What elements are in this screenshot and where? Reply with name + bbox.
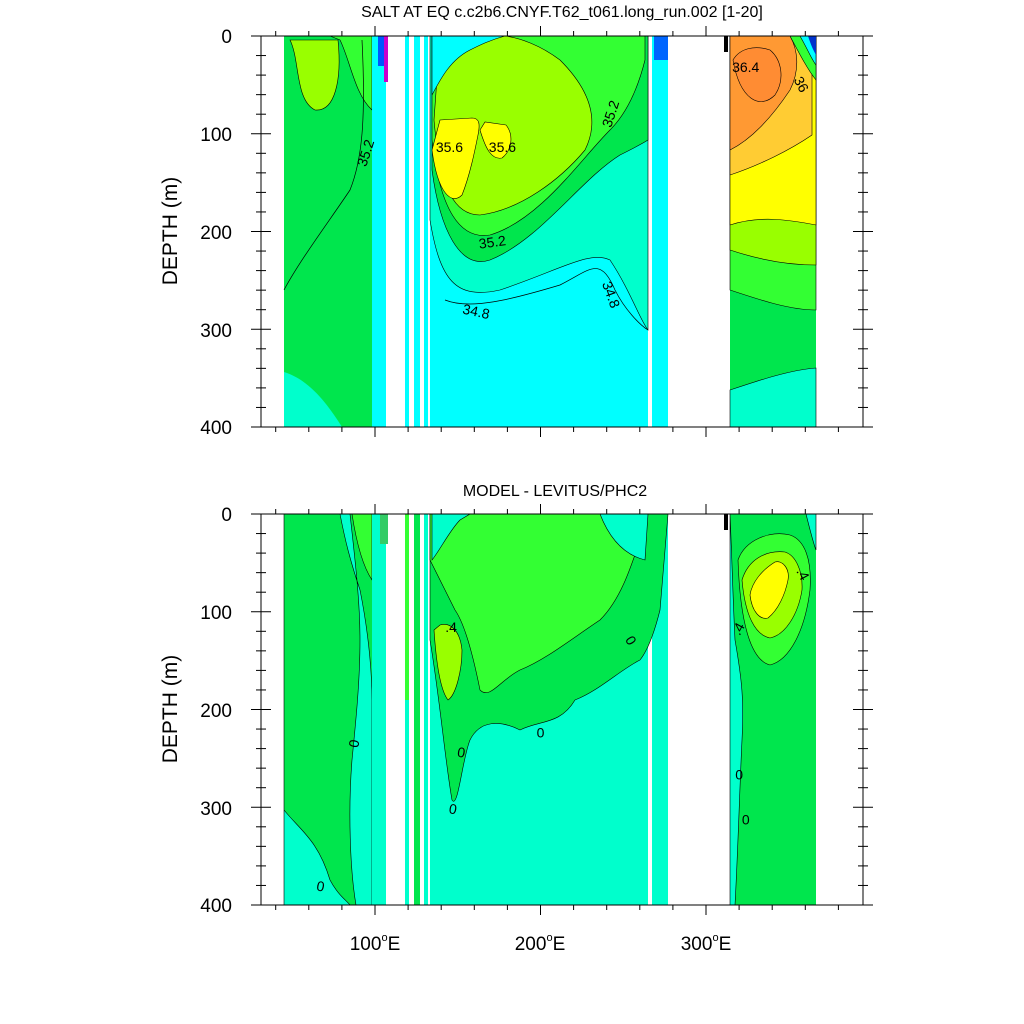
xtick-label-100: 100oE — [350, 932, 401, 955]
diff-contour-label-2: 0 — [345, 738, 362, 749]
difference-panel-ylabel: DEPTH (m) — [159, 655, 182, 764]
difference-contour-field — [283, 513, 817, 906]
xtick-label-300: 300oE — [681, 932, 732, 955]
xtick-label-300-degree: o — [712, 932, 718, 944]
diff-region-pacific-lightgreen — [429, 513, 646, 693]
salt-region-pacific-yellowgreen — [433, 35, 593, 216]
diff-ytick-label-0: 0 — [221, 505, 232, 526]
salt-contour-pacific-34.8 — [444, 268, 649, 331]
salt-region-pacific-cyan-upper — [431, 35, 506, 96]
salt-strip-a-blue — [378, 36, 386, 66]
diff-region-pacific-yellowgreen — [433, 624, 463, 701]
diff-contour-label-6: 0 — [315, 878, 326, 895]
diff-contour-label-4: 0 — [456, 744, 467, 761]
salt-strip-c — [414, 36, 420, 427]
diff-strip-b2 — [405, 700, 409, 905]
x-axis-tick-labels: 100oE 200oE 300oE — [350, 932, 732, 955]
salt-ytick-label-1: 100 — [200, 125, 232, 146]
salt-panel-ylabel: DEPTH (m) — [159, 177, 182, 286]
xtick-label-200-suffix: E — [553, 934, 566, 955]
salt-contour-label-5: 34.8 — [461, 301, 491, 322]
difference-panel-ticks — [251, 504, 873, 915]
salt-contour-label-8: 36 — [791, 74, 813, 95]
salt-strip-a — [372, 36, 386, 427]
salt-region-pacific-east-blue — [654, 36, 668, 60]
diff-strip-a — [372, 514, 386, 905]
difference-panel-title: MODEL - LEVITUS/PHC2 — [463, 483, 647, 500]
salt-region-pacific-yellow-2 — [479, 121, 512, 159]
diff-ytick-label-4: 400 — [200, 896, 232, 917]
xtick-label-200-degree: o — [546, 932, 552, 944]
diff-region-pacific-upper-aqua — [431, 513, 649, 561]
diff-strip-c — [414, 514, 420, 905]
salt-panel-title: SALT AT EQ c.c2b6.CNYF.T62_t061.long_run… — [361, 4, 763, 21]
xtick-label-200-value: 200 — [515, 934, 547, 955]
salt-region-pacific-yellow — [431, 117, 480, 199]
diff-region-atlantic-black-edge — [724, 514, 728, 530]
xtick-label-100-value: 100 — [350, 934, 382, 955]
salt-ytick-label-3: 300 — [200, 321, 232, 342]
diff-ytick-label-1: 100 — [200, 603, 232, 624]
salt-contour-label-4: 35.2 — [478, 232, 507, 252]
salt-region-west-lightgreen — [284, 35, 373, 111]
salt-strip-a-magenta — [384, 36, 388, 82]
difference-panel: MODEL - LEVITUS/PHC2 DEPTH (m) — [159, 483, 873, 955]
salt-contour-label-1: 35.6 — [436, 139, 463, 155]
difference-panel-ytick-labels: 0 100 200 300 400 — [200, 505, 232, 917]
salt-strip-d — [424, 36, 428, 427]
salt-panel-ytick-labels: 0 100 200 300 400 — [200, 27, 232, 439]
salt-strip-b — [405, 36, 409, 427]
salt-region-atlantic-aqua — [729, 367, 817, 428]
salt-contour-field — [283, 35, 817, 428]
salt-ytick-label-2: 200 — [200, 223, 232, 244]
diff-strip-a-green — [380, 514, 388, 544]
xtick-label-100-suffix: E — [388, 934, 401, 955]
diff-region-atlantic-aqua-west — [729, 513, 744, 906]
xtick-label-100-degree: o — [381, 932, 387, 944]
salt-panel-ticks — [251, 26, 873, 437]
diff-region-west-aqua — [283, 513, 373, 906]
diff-region-west-light — [351, 513, 373, 581]
salt-ytick-label-0: 0 — [221, 27, 232, 48]
diff-contour-label-5: 0 — [448, 800, 459, 817]
diff-contour-label-10: 0 — [742, 812, 750, 828]
diff-contour-label-0: .4 — [445, 619, 457, 635]
xtick-label-200: 200oE — [515, 932, 566, 955]
salt-region-atlantic-black-edge — [724, 36, 728, 52]
diff-contour-label-3: 0 — [537, 725, 545, 741]
salt-contour-west-35.2 — [283, 39, 364, 291]
diff-strip-d — [424, 514, 428, 905]
xtick-label-300-value: 300 — [681, 934, 713, 955]
diff-ytick-label-3: 300 — [200, 799, 232, 820]
salt-region-west-yellowgreen — [289, 39, 340, 111]
salt-panel: SALT AT EQ c.c2b6.CNYF.T62_t061.long_run… — [159, 4, 873, 439]
salt-region-atlantic-ne-blue — [808, 36, 816, 55]
xtick-label-300-suffix: E — [719, 934, 732, 955]
salt-contour-label-7: 36.4 — [732, 59, 759, 75]
salt-region-pacific-cyan-east — [652, 36, 668, 427]
salt-contour-label-2: 35.6 — [489, 139, 516, 155]
diff-contour-label-9: 0 — [735, 767, 743, 783]
diff-region-atlantic-ne-aqua — [805, 513, 817, 551]
diff-ytick-label-2: 200 — [200, 701, 232, 722]
salt-region-atlantic-orange-core — [732, 47, 782, 102]
salt-ytick-label-4: 400 — [200, 418, 232, 439]
salt-region-west-aqua — [284, 372, 342, 427]
diff-region-atlantic-yellow — [749, 561, 789, 619]
